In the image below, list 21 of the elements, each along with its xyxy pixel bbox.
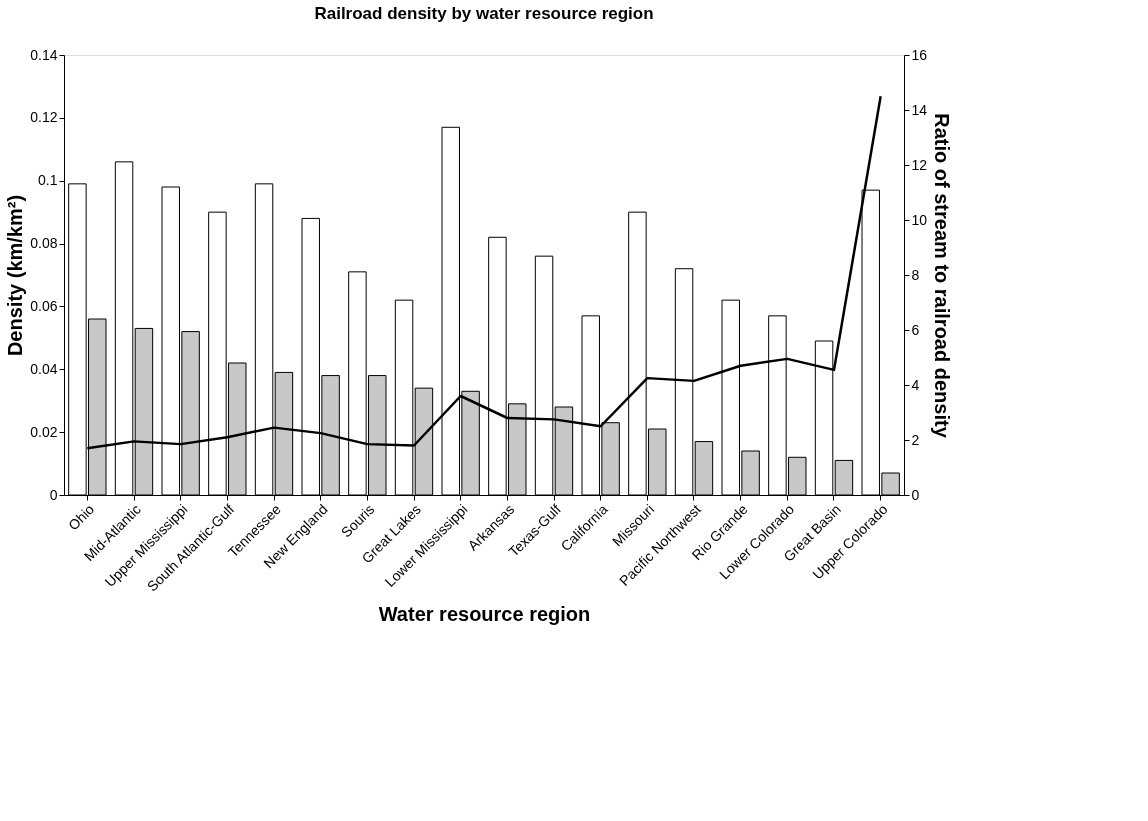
y-tick-label: 0.06 [30,297,58,314]
y-axis-title: Density (km/km²) [4,194,27,357]
y-tick-label: 0.12 [30,109,58,126]
y2-tick-label: 4 [911,376,920,393]
y2-tick-label: 0 [911,486,920,503]
y2-tick-label: 6 [911,321,920,338]
y2-tick-label: 14 [911,101,928,118]
y2-tick-label: 10 [911,211,928,228]
x-axis-title: Water resource region [378,602,591,625]
y2-tick-label: 16 [911,46,928,63]
y-tick-label: 0.04 [30,360,58,377]
y-tick-label: 0.1 [38,172,58,189]
y-tick-label: 0.08 [30,235,58,252]
chart-title: Railroad density by water resource region [314,4,654,23]
y2-tick-label: 2 [911,431,920,448]
y-tick-label: 0 [49,486,58,503]
y2-axis-title: Ratio of stream to railroad density [931,113,954,439]
y2-tick-label: 8 [911,266,920,283]
y-tick-label: 0.14 [30,46,58,63]
y-tick-label: 0.02 [30,423,58,440]
y2-tick-label: 12 [911,156,928,173]
